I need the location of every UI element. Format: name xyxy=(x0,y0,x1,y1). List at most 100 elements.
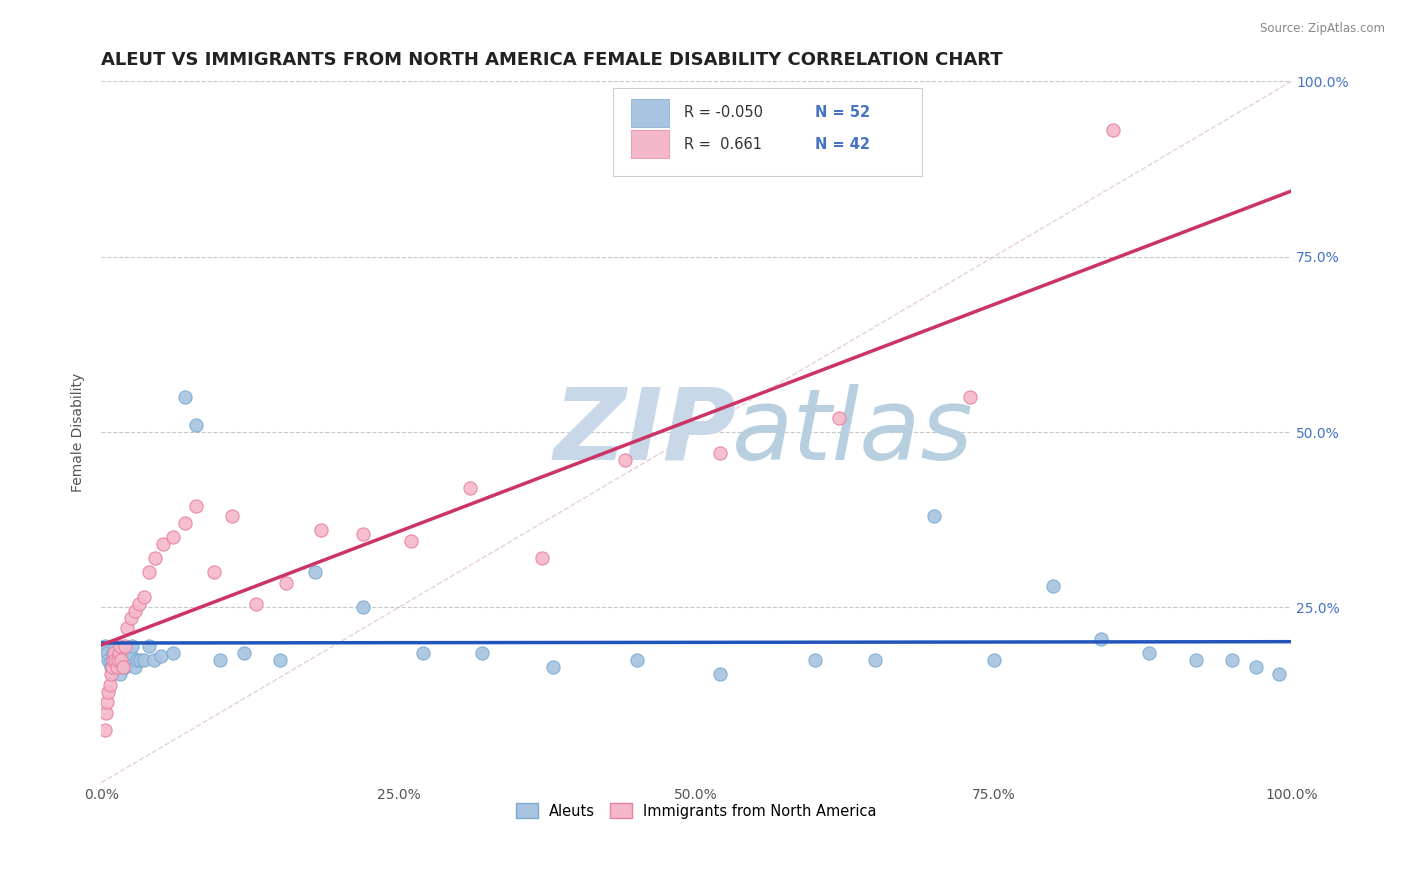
Point xyxy=(1220,653,1243,667)
Point xyxy=(112,660,135,674)
Point xyxy=(162,530,184,544)
Point xyxy=(471,646,494,660)
Point xyxy=(94,639,117,653)
Point xyxy=(1137,646,1160,660)
Point xyxy=(828,411,851,425)
Point xyxy=(1090,632,1112,646)
Point xyxy=(233,646,256,660)
Point xyxy=(124,604,146,618)
Bar xyxy=(631,130,669,159)
Point xyxy=(458,481,481,495)
Text: N = 52: N = 52 xyxy=(815,105,870,120)
Point xyxy=(399,533,422,548)
Point xyxy=(983,653,1005,667)
Point xyxy=(274,575,297,590)
Point xyxy=(100,660,122,674)
Point xyxy=(120,611,142,625)
Point xyxy=(311,523,333,537)
Point xyxy=(1244,660,1267,674)
Point xyxy=(101,667,124,681)
Point xyxy=(97,684,120,698)
Point xyxy=(129,653,152,667)
Text: R =  0.661: R = 0.661 xyxy=(685,137,762,152)
Point xyxy=(103,642,125,657)
Point xyxy=(105,653,128,667)
Point xyxy=(162,646,184,660)
Point xyxy=(1185,653,1208,667)
Point xyxy=(100,667,122,681)
Point xyxy=(709,667,731,681)
Point xyxy=(209,653,232,667)
Point xyxy=(173,516,195,531)
Point xyxy=(626,653,648,667)
Point xyxy=(132,653,155,667)
Point xyxy=(304,566,326,580)
Y-axis label: Female Disability: Female Disability xyxy=(72,372,86,491)
Point xyxy=(110,653,132,667)
Point xyxy=(863,653,886,667)
Point xyxy=(142,653,165,667)
Point xyxy=(108,646,131,660)
Point xyxy=(152,537,174,551)
Point xyxy=(221,509,243,524)
Point xyxy=(114,660,136,674)
Point xyxy=(959,390,981,404)
Point xyxy=(121,639,143,653)
Point xyxy=(709,446,731,460)
Point xyxy=(110,639,132,653)
Text: R = -0.050: R = -0.050 xyxy=(685,105,763,120)
Point xyxy=(101,646,124,660)
Point xyxy=(94,723,117,737)
Point xyxy=(110,653,132,667)
Point xyxy=(804,653,827,667)
Point xyxy=(94,642,117,657)
Point xyxy=(138,566,160,580)
Point xyxy=(143,551,166,566)
Point xyxy=(94,706,117,720)
Point xyxy=(114,639,136,653)
FancyBboxPatch shape xyxy=(613,88,922,176)
Point xyxy=(202,566,225,580)
Point xyxy=(97,653,120,667)
Point xyxy=(111,660,134,674)
Point xyxy=(412,646,434,660)
Point xyxy=(186,417,208,432)
Point xyxy=(117,621,139,635)
Point xyxy=(101,660,124,674)
Point xyxy=(105,660,128,674)
Bar xyxy=(631,99,669,127)
Text: N = 42: N = 42 xyxy=(815,137,870,152)
Point xyxy=(104,649,127,664)
Point xyxy=(110,667,132,681)
Point xyxy=(104,653,127,667)
Point xyxy=(107,660,129,674)
Text: ALEUT VS IMMIGRANTS FROM NORTH AMERICA FEMALE DISABILITY CORRELATION CHART: ALEUT VS IMMIGRANTS FROM NORTH AMERICA F… xyxy=(101,51,1002,69)
Point xyxy=(613,453,636,467)
Point xyxy=(107,653,129,667)
Point xyxy=(124,660,146,674)
Point xyxy=(98,677,121,691)
Point xyxy=(352,600,374,615)
Text: Source: ZipAtlas.com: Source: ZipAtlas.com xyxy=(1260,22,1385,36)
Point xyxy=(96,695,118,709)
Point xyxy=(128,597,150,611)
Point xyxy=(138,639,160,653)
Point xyxy=(543,660,565,674)
Point xyxy=(118,646,141,660)
Point xyxy=(530,551,553,566)
Point xyxy=(924,509,946,524)
Point xyxy=(98,657,121,671)
Text: atlas: atlas xyxy=(733,384,973,481)
Point xyxy=(111,646,134,660)
Point xyxy=(1042,579,1064,593)
Point xyxy=(1268,667,1291,681)
Point xyxy=(352,526,374,541)
Point xyxy=(117,653,139,667)
Point xyxy=(101,653,124,667)
Point xyxy=(1101,123,1123,137)
Point xyxy=(149,649,172,664)
Point xyxy=(103,646,125,660)
Point xyxy=(173,390,195,404)
Point xyxy=(96,646,118,660)
Point xyxy=(125,653,148,667)
